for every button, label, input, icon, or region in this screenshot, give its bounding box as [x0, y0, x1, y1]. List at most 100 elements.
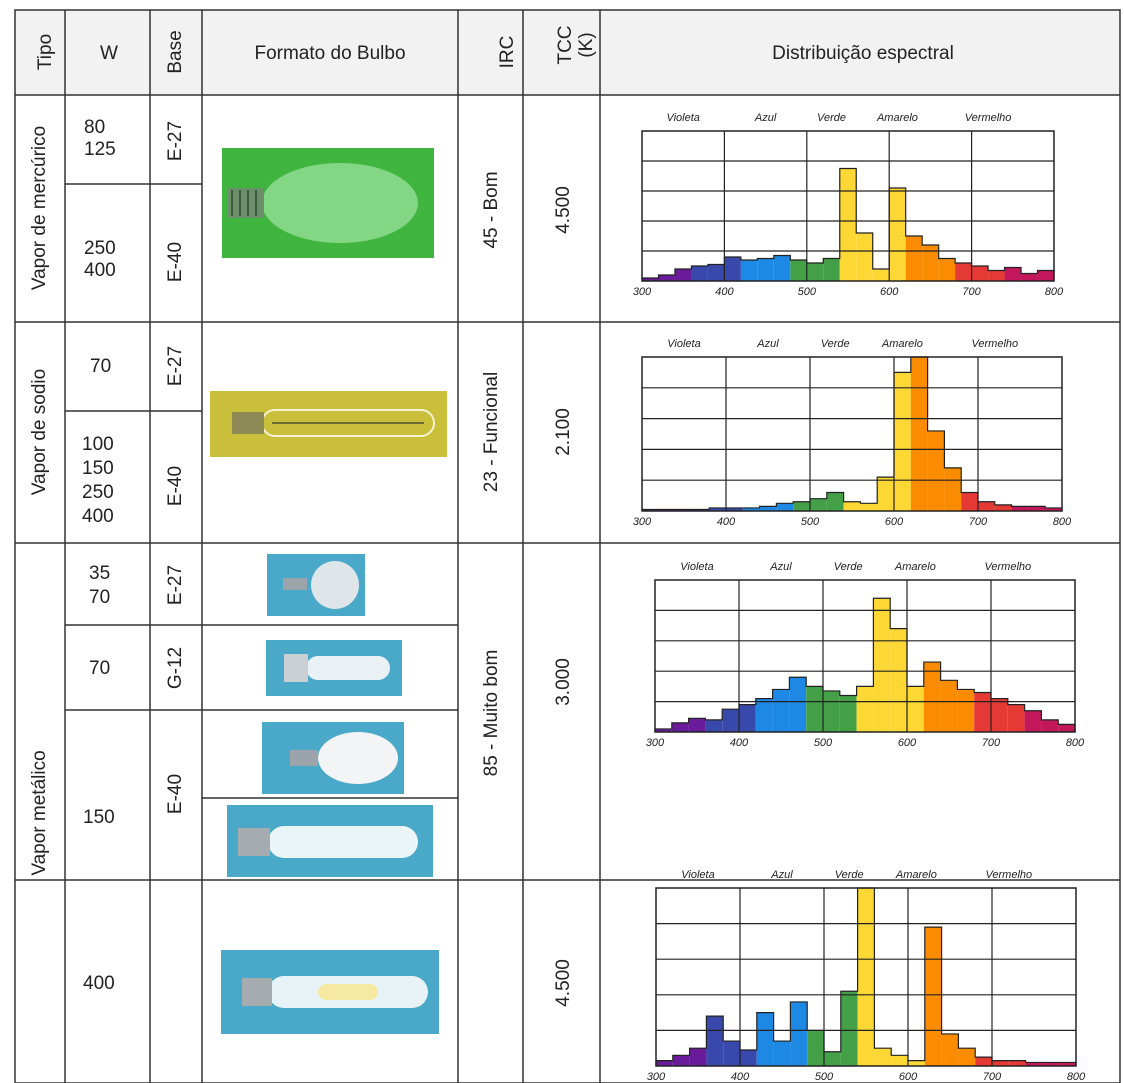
watt-value: 150 [83, 807, 115, 828]
spectrum-bar [1025, 1062, 1043, 1066]
x-tick-label: 400 [730, 737, 749, 749]
spectrum-bar [843, 501, 861, 511]
spectrum-bar [907, 686, 924, 732]
spectrum-bar [992, 1060, 1009, 1066]
spectrum-bar [1058, 724, 1075, 732]
irc-value: 85 - Muito bom [481, 650, 502, 777]
chart-grid [656, 888, 1076, 1066]
spectrum-bar [689, 1048, 707, 1066]
spectrum-bar [726, 507, 743, 511]
band-label: Violeta [666, 112, 699, 124]
watt-value: 70 [90, 356, 111, 377]
spectrum-bar [759, 506, 777, 511]
spectrum-bar [658, 509, 676, 511]
band-label: Amarelo [895, 869, 937, 881]
spectrum-bar [994, 504, 1012, 511]
spectrum-bar [874, 1048, 892, 1066]
header-distribuicao: Distribuição espectral [772, 43, 954, 64]
band-label: Verde [817, 112, 846, 124]
band-label: Azul [754, 112, 777, 124]
x-tick-label: 300 [646, 737, 665, 749]
spectrum-bar [757, 258, 774, 281]
spectrum-bar [872, 269, 890, 281]
spectrum-bar [1042, 1062, 1060, 1066]
spectrum-bar [655, 728, 672, 732]
spectrum-bar [890, 628, 907, 732]
spectrum-bar [642, 278, 659, 281]
watt-value: 400 [84, 260, 116, 281]
x-tick-label: 600 [885, 516, 904, 528]
base-value: E-40 [165, 466, 186, 506]
chart-frame [654, 579, 1076, 733]
tcc-value: 4.500 [553, 186, 574, 234]
watt-value: 400 [82, 506, 114, 527]
spectrum-bar [940, 680, 958, 732]
irc-value: 23 - Funcional [481, 372, 502, 492]
spectrum-bar [1028, 506, 1046, 511]
spectrum-bar [857, 888, 875, 1066]
spectrum-outline [641, 356, 1063, 511]
x-tick-label: 500 [814, 737, 833, 749]
spectrum-bar [823, 690, 840, 732]
watt-value: 400 [83, 973, 115, 994]
spectrum-bar [1004, 267, 1022, 281]
spectrum-bar [709, 507, 726, 511]
x-tick-label: 400 [715, 286, 734, 298]
spectrum-bar [642, 509, 659, 511]
band-label: Verde [821, 338, 850, 350]
x-tick-label: 300 [633, 516, 652, 528]
x-tick-label: 300 [647, 1071, 666, 1083]
spectrum-bar [975, 1057, 992, 1066]
spectrum-bar [706, 1016, 724, 1066]
spectrum-bar [1007, 704, 1025, 732]
spectrum-bar [1045, 507, 1062, 511]
band-label: Azul [770, 869, 793, 881]
bulb-photo-metalico-70 [266, 640, 402, 696]
spectrum-bar [860, 503, 878, 511]
spectrum-bar [1059, 1062, 1076, 1066]
x-tick-label: 700 [969, 516, 988, 528]
spectrum-bar [839, 695, 857, 732]
spectrum-bar [1021, 273, 1038, 281]
irc-value: 45 - Bom [481, 171, 502, 248]
spectrum-bar [823, 258, 840, 281]
tipo-metalico: Vapor metálico [29, 750, 50, 875]
spectrum-bar [756, 1012, 774, 1066]
x-tick-label: 400 [731, 1071, 750, 1083]
tipo-mercurio: Vapor de mercúrico [29, 126, 50, 290]
spectrum-bar [739, 704, 756, 732]
spectrum-bar [1011, 506, 1029, 511]
spectral-chart-metalico-3000: 300 400 500 600 700 800 Violeta Azul Verde Amarel… [646, 561, 1085, 749]
header-formato: Formato do Bulbo [254, 43, 405, 64]
spectrum-outline [641, 167, 1055, 281]
x-tick-label: 700 [962, 286, 981, 298]
chart-grid [655, 580, 1075, 732]
band-label: Vermelho [965, 112, 1012, 124]
spectrum-bar [707, 264, 725, 281]
band-label: Amarelo [881, 338, 923, 350]
spectrum-bar [927, 430, 945, 511]
watt-value: 80 [84, 117, 105, 138]
spectrum-bar [923, 662, 941, 732]
x-tick-label: 800 [1067, 1071, 1086, 1083]
watt-value: 150 [82, 458, 114, 479]
x-tick-label: 700 [983, 1071, 1002, 1083]
spectrum-bar [961, 492, 978, 511]
spectrum-bar [723, 1041, 740, 1066]
watt-value: 250 [82, 482, 114, 503]
x-tick-label: 400 [717, 516, 736, 528]
band-label: Violeta [667, 338, 700, 350]
spectrum-bar [908, 1060, 925, 1066]
band-label: Violeta [680, 561, 713, 573]
header-row [15, 10, 1120, 95]
base-value: E-40 [165, 242, 186, 282]
spectrum-bar [1041, 719, 1059, 732]
header-base: Base [165, 30, 186, 73]
band-label: Violeta [681, 869, 714, 881]
spectrum-bar [740, 1049, 757, 1066]
spectrum-bar [839, 168, 857, 281]
spectrum-bar [691, 266, 708, 281]
spectral-chart-metalico-4500: 300 400 500 600 700 800 Violeta Azul Verde Amarel… [647, 869, 1086, 1083]
bulb-photo-mercurio [222, 148, 434, 258]
spectrum-bar [894, 372, 911, 511]
